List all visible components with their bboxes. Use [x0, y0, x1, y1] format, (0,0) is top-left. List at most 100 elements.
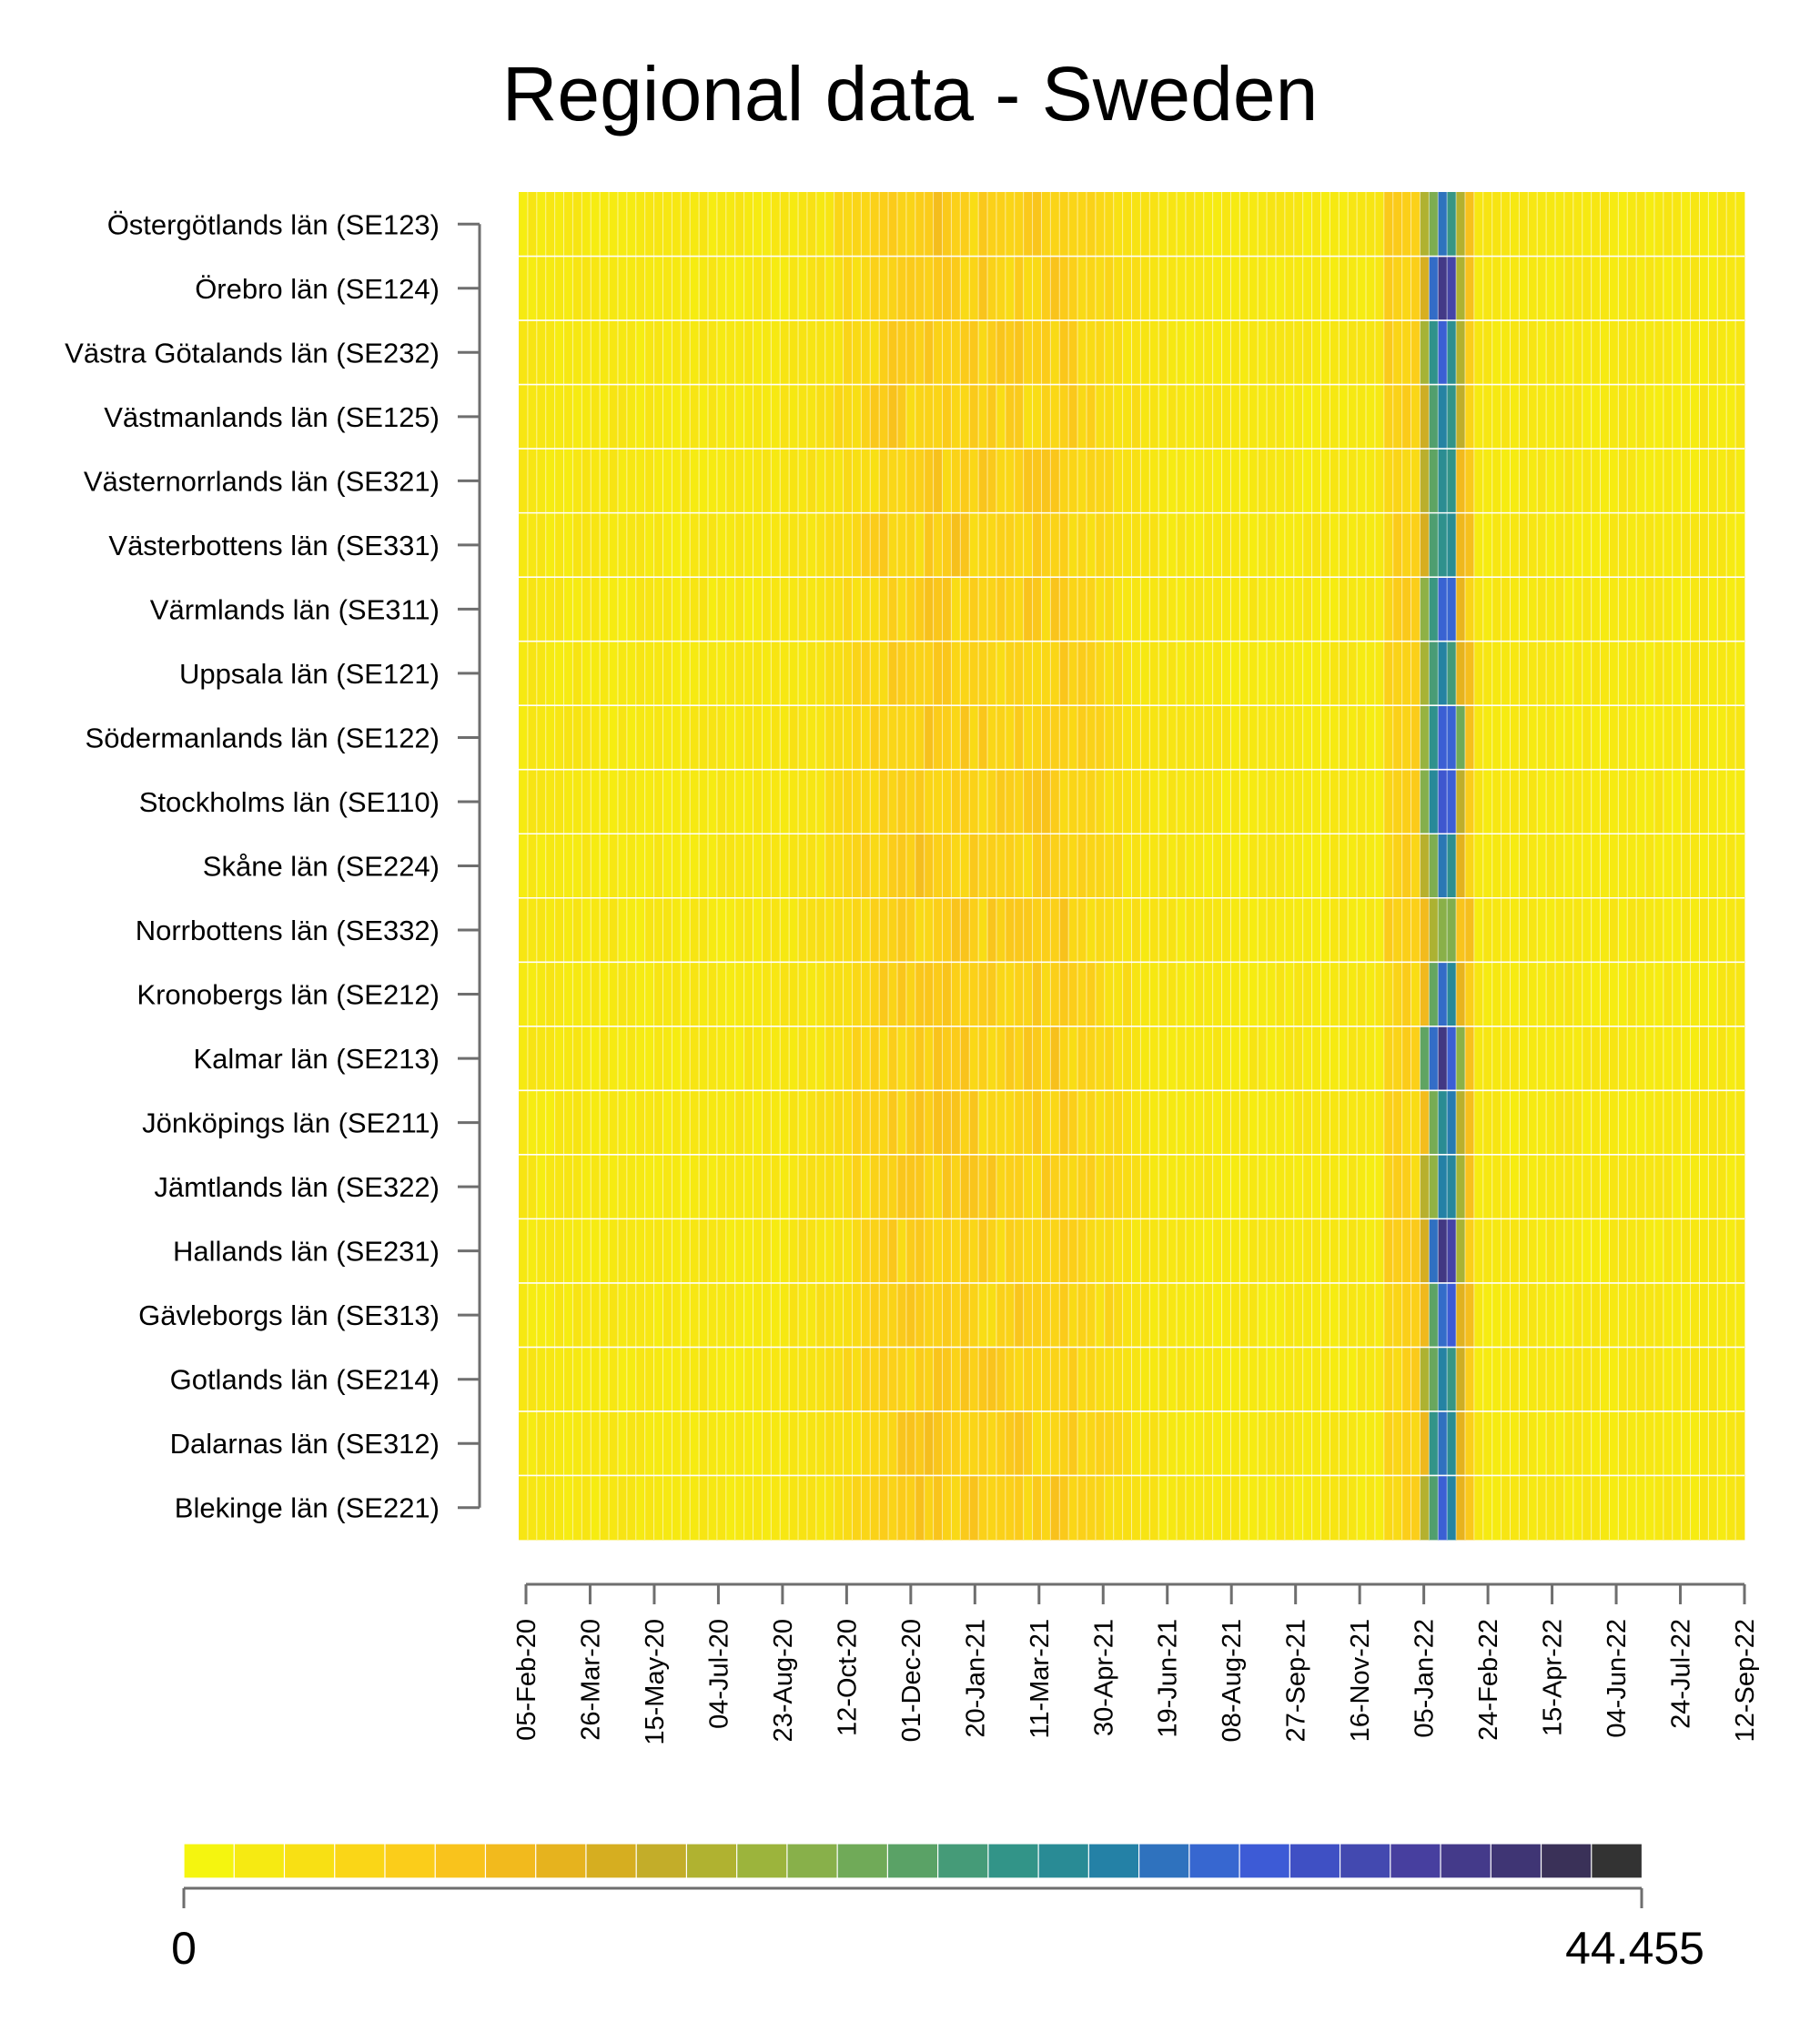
heatmap-cell [1357, 512, 1367, 578]
heatmap-cell [969, 705, 979, 771]
heatmap-cell [617, 1026, 628, 1091]
heatmap-cell [1221, 1218, 1231, 1284]
heatmap-cell [843, 897, 853, 963]
heatmap-cell [1392, 897, 1403, 963]
colorbar-swatch [334, 1843, 387, 1879]
heatmap-cell [1735, 1347, 1745, 1412]
heatmap-cell [635, 449, 646, 514]
date-tick-label: 05-Jan-22 [1410, 1619, 1440, 1738]
heatmap-cell [861, 256, 871, 321]
heatmap-cell [653, 1218, 663, 1284]
heatmap-cell [1131, 449, 1141, 514]
heatmap-cell [1420, 577, 1430, 642]
heatmap-cell [644, 1282, 654, 1348]
heatmap-cell [1672, 1026, 1683, 1091]
heatmap-cell [942, 1090, 952, 1156]
heatmap-cell [1122, 641, 1132, 706]
heatmap-cell [1491, 384, 1502, 450]
heatmap-cell [1392, 512, 1403, 578]
heatmap-cell [707, 705, 718, 771]
heatmap-cell [699, 769, 709, 834]
heatmap-cell [1645, 1090, 1655, 1156]
heatmap-cell [1086, 769, 1097, 834]
heatmap-cell [1591, 449, 1601, 514]
heatmap-cell [1348, 641, 1358, 706]
heatmap-cell [1158, 1475, 1168, 1541]
heatmap-cell [1077, 449, 1087, 514]
heatmap-cell [1140, 1347, 1150, 1412]
heatmap-cell [806, 1282, 817, 1348]
heatmap-cell [545, 449, 556, 514]
heatmap-cell [1528, 1154, 1538, 1219]
heatmap-cell [572, 320, 582, 385]
heatmap-cell [1618, 705, 1628, 771]
heatmap-cell [554, 384, 564, 450]
heatmap-cell [743, 512, 753, 578]
heatmap-cell [806, 384, 817, 450]
heatmap-cell [1392, 834, 1403, 899]
heatmap-cell [1653, 1218, 1664, 1284]
heatmap-cell [1429, 192, 1439, 257]
heatmap-cell [1447, 1475, 1457, 1541]
heatmap-cell [815, 256, 826, 321]
heatmap-cell [1627, 1347, 1637, 1412]
heatmap-cell [1690, 1090, 1700, 1156]
heatmap-cell [1482, 1090, 1493, 1156]
heatmap-cell [969, 449, 979, 514]
heatmap-cell [536, 1347, 547, 1412]
heatmap-cell [743, 1090, 753, 1156]
heatmap-cell [716, 1090, 727, 1156]
heatmap-cell [1177, 1090, 1187, 1156]
heatmap-cell [1717, 192, 1727, 257]
heatmap-cell [581, 1090, 592, 1156]
heatmap-cell [1284, 449, 1295, 514]
heatmap-cell [1005, 1410, 1016, 1476]
heatmap-cell [1149, 449, 1159, 514]
heatmap-cell [1383, 1154, 1394, 1219]
heatmap-cell [1267, 449, 1277, 514]
heatmap-cell [635, 320, 646, 385]
heatmap-cell [1348, 1090, 1358, 1156]
heatmap-cell [1014, 962, 1025, 1027]
colorbar-swatch [585, 1843, 638, 1879]
heatmap-cell [1429, 641, 1439, 706]
heatmap-cell [1168, 449, 1178, 514]
heatmap-cell [1438, 512, 1448, 578]
heatmap-cell [1158, 1218, 1168, 1284]
heatmap-cell [609, 641, 619, 706]
heatmap-cell [1609, 320, 1619, 385]
heatmap-cell [843, 1090, 853, 1156]
heatmap-cell [1482, 1026, 1493, 1091]
heatmap-cell [672, 577, 682, 642]
heatmap-cell [762, 897, 772, 963]
heatmap-cell [1429, 320, 1439, 385]
heatmap-cell [1275, 769, 1286, 834]
heatmap-cell [879, 1475, 889, 1541]
heatmap-cell [1095, 769, 1106, 834]
heatmap-cell [519, 769, 529, 834]
heatmap-cell [896, 1410, 907, 1476]
heatmap-cell [1438, 769, 1448, 834]
heatmap-cell [609, 384, 619, 450]
heatmap-cell [1555, 384, 1565, 450]
heatmap-cell [626, 1475, 637, 1541]
heatmap-cell [1005, 449, 1016, 514]
colorbar-swatch [283, 1843, 336, 1879]
heatmap-cell [1717, 1347, 1727, 1412]
heatmap-cell [1302, 1026, 1312, 1091]
heatmap-cell [1104, 962, 1115, 1027]
heatmap-cell [1249, 320, 1259, 385]
heatmap-cell [1627, 962, 1637, 1027]
heatmap-cell [1438, 192, 1448, 257]
heatmap-cell [753, 1282, 763, 1348]
heatmap-cell [635, 834, 646, 899]
heatmap-cell [780, 1282, 790, 1348]
heatmap-cell [843, 1282, 853, 1348]
heatmap-cell [699, 641, 709, 706]
heatmap-cell [843, 1410, 853, 1476]
heatmap-cell [1726, 1347, 1736, 1412]
heatmap-cell [824, 705, 835, 771]
heatmap-cell [924, 256, 934, 321]
heatmap-cell [1267, 1347, 1277, 1412]
